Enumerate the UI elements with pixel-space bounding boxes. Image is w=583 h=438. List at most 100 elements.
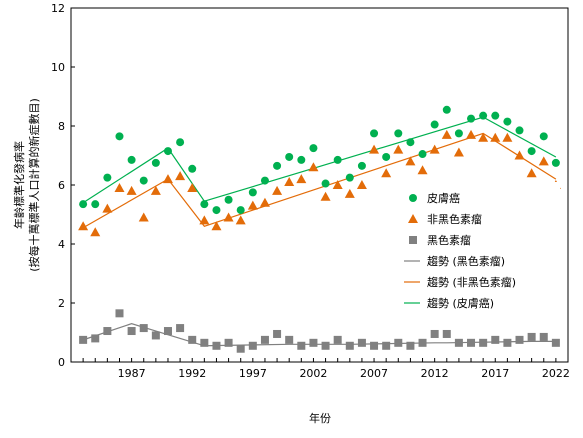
data-point-triangle <box>441 129 452 139</box>
x-tick-label: 2017 <box>481 367 509 380</box>
data-point-square <box>139 324 148 333</box>
y-tick-label: 10 <box>51 61 65 74</box>
data-point-circle <box>382 152 391 161</box>
data-point-circle <box>430 120 439 129</box>
data-point-circle <box>273 161 282 170</box>
data-point-circle <box>357 161 366 170</box>
y-tick-label: 8 <box>58 120 65 133</box>
data-point-square <box>127 327 136 336</box>
data-point-circle <box>321 179 330 188</box>
data-point-square <box>115 309 124 318</box>
data-point-triangle <box>478 132 489 142</box>
data-point-square <box>430 329 439 338</box>
data-point-triangle <box>126 185 137 195</box>
data-point-triangle <box>526 168 537 178</box>
data-point-circle <box>260 176 269 185</box>
x-tick-label: 2012 <box>421 367 449 380</box>
data-point-triangle <box>393 144 404 154</box>
data-point-circle <box>103 173 112 182</box>
data-point-square <box>309 338 318 347</box>
data-point-circle <box>491 111 500 120</box>
data-point-triangle <box>320 191 331 201</box>
data-point-triangle <box>284 177 295 187</box>
data-point-square <box>321 341 330 350</box>
data-point-circle <box>236 206 245 215</box>
data-point-circle <box>503 117 512 126</box>
data-point-circle <box>406 138 415 147</box>
x-tick-label: 2002 <box>299 367 327 380</box>
data-point-circle <box>163 147 172 156</box>
data-point-square <box>479 338 488 347</box>
data-point-square <box>357 338 366 347</box>
y-tick-label: 0 <box>58 356 65 369</box>
data-point-square <box>79 335 88 344</box>
data-point-square <box>273 329 282 338</box>
data-point-square <box>551 338 560 347</box>
data-point-square <box>212 341 221 350</box>
data-point-triangle <box>296 174 307 184</box>
data-point-triangle <box>514 150 525 160</box>
data-point-triangle <box>259 197 270 207</box>
y-axis-label-line2: (按每十萬標準人口計算的新症數目) <box>27 98 41 272</box>
legend-label: 趨勢 (黑色素瘤) <box>427 254 505 268</box>
data-point-square <box>418 338 427 347</box>
data-point-triangle <box>356 180 367 189</box>
data-point-circle <box>139 176 148 185</box>
y-tick-label: 2 <box>58 297 65 310</box>
data-point-circle <box>151 158 160 167</box>
y-tick-label: 12 <box>51 2 65 15</box>
data-point-triangle <box>417 165 428 175</box>
data-point-triangle <box>272 185 283 195</box>
data-point-circle <box>248 188 257 197</box>
data-point-square <box>515 335 524 344</box>
data-point-circle <box>285 152 294 161</box>
data-point-square <box>382 341 391 350</box>
data-point-circle <box>442 105 451 114</box>
data-point-circle <box>394 129 403 138</box>
data-point-square <box>454 338 463 347</box>
data-point-circle <box>91 200 100 209</box>
legend-label: 趨勢 (非黑色素瘤) <box>427 275 516 289</box>
x-tick-label: 2007 <box>360 367 388 380</box>
data-point-triangle <box>175 171 186 181</box>
data-point-square <box>151 331 160 340</box>
data-point-triangle <box>344 188 355 198</box>
data-point-triangle <box>405 156 416 166</box>
data-point-triangle <box>102 203 113 213</box>
trend-line <box>82 132 557 229</box>
data-point-triangle <box>114 182 125 192</box>
data-point-triangle <box>78 221 89 231</box>
legend-label: 趨勢 (皮膚癌) <box>427 296 494 310</box>
data-point-square <box>188 335 197 344</box>
data-point-triangle <box>138 212 149 222</box>
legend-marker <box>409 236 417 244</box>
data-point-square <box>285 335 294 344</box>
x-tick-label: 1997 <box>239 367 267 380</box>
data-point-triangle <box>199 215 210 225</box>
data-point-circle <box>370 129 379 138</box>
data-point-triangle <box>162 174 173 184</box>
data-point-square <box>248 341 257 350</box>
data-point-circle <box>418 150 427 159</box>
data-point-circle <box>345 173 354 182</box>
y-axis-label-line1: 年齡標準化發病率 <box>12 141 26 229</box>
data-point-square <box>176 324 185 333</box>
legend-marker <box>408 214 418 223</box>
legend-marker <box>409 194 417 202</box>
data-points <box>78 105 561 353</box>
data-point-triangle <box>308 162 319 172</box>
data-point-circle <box>188 164 197 173</box>
data-point-triangle <box>538 156 549 166</box>
data-point-square <box>345 341 354 350</box>
data-point-square <box>442 329 451 338</box>
data-point-square <box>260 335 269 344</box>
data-point-circle <box>309 144 318 153</box>
y-axis: 0 2 4 6 8 10 12 <box>51 2 75 369</box>
data-point-triangle <box>502 132 513 142</box>
data-point-triangle <box>369 144 380 154</box>
data-point-square <box>200 338 209 347</box>
data-point-triangle <box>90 227 101 237</box>
data-point-circle <box>297 155 306 164</box>
